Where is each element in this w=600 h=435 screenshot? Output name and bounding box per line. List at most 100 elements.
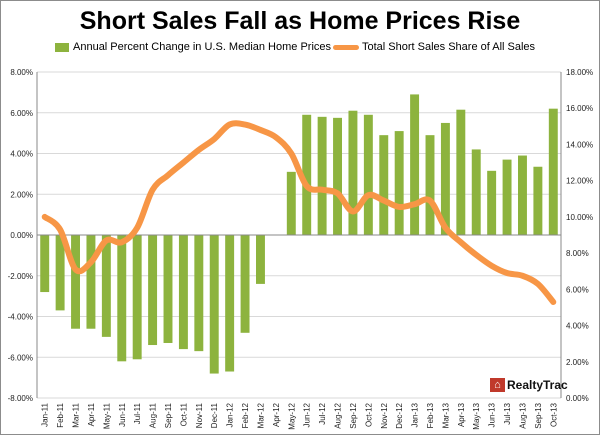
bar xyxy=(487,170,497,235)
bar xyxy=(148,235,158,346)
x-tick-label: May-12 xyxy=(287,402,296,429)
y-right-tick-label: 14.00% xyxy=(566,140,593,149)
x-tick-label: Feb-13 xyxy=(426,402,435,428)
bar xyxy=(379,135,389,235)
y-left-tick-label: 2.00% xyxy=(10,190,33,199)
chart-legend: Annual Percent Change in U.S. Median Hom… xyxy=(1,41,599,57)
x-tick-label: Jul-11 xyxy=(133,402,142,424)
bar xyxy=(209,235,219,374)
x-tick-label: Mar-12 xyxy=(256,402,265,428)
x-tick-label: Apr-11 xyxy=(87,402,96,426)
house-icon: ⌂ xyxy=(490,378,505,392)
y-right-tick-label: 2.00% xyxy=(566,358,589,367)
bar xyxy=(518,155,527,235)
x-tick-label: Nov-11 xyxy=(195,402,204,428)
y-left-tick-label: 6.00% xyxy=(10,109,33,118)
bar xyxy=(178,235,188,350)
x-tick-label: Jun-13 xyxy=(488,402,497,427)
y-right-tick-label: 16.00% xyxy=(566,104,593,113)
y-left-tick-label: 4.00% xyxy=(10,150,33,159)
x-tick-label: Jun-12 xyxy=(303,402,312,427)
bar xyxy=(440,122,450,235)
y-right-tick-label: 4.00% xyxy=(566,322,589,331)
y-left-tick-label: -2.00% xyxy=(8,272,33,281)
x-tick-label: Jul-13 xyxy=(503,402,512,424)
bar xyxy=(317,116,327,235)
x-tick-label: Feb-12 xyxy=(241,402,250,428)
y-left-tick-label: 0.00% xyxy=(10,231,33,240)
bar xyxy=(302,114,312,235)
bar xyxy=(55,235,65,311)
x-tick-label: Oct-12 xyxy=(364,402,373,427)
bar xyxy=(132,235,142,360)
bar xyxy=(40,235,50,293)
x-tick-label: Sep-13 xyxy=(534,402,543,428)
bar xyxy=(101,235,111,337)
x-tick-label: Aug-12 xyxy=(334,402,343,428)
x-tick-label: Mar-11 xyxy=(72,402,81,427)
bar xyxy=(363,114,373,235)
x-tick-label: Aug-11 xyxy=(149,402,158,428)
x-tick-label: Jan-11 xyxy=(41,402,50,426)
chart-title: Short Sales Fall as Home Prices Rise xyxy=(79,7,521,35)
bar xyxy=(163,235,173,343)
y-left-tick-label: -4.00% xyxy=(8,313,33,322)
y-right-tick-label: 12.00% xyxy=(566,177,593,186)
bar xyxy=(502,159,512,235)
x-tick-label: Dec-11 xyxy=(210,402,219,428)
x-tick-label: Jul-12 xyxy=(318,402,327,424)
y-right-tick-label: 6.00% xyxy=(566,285,589,294)
bar xyxy=(548,108,558,235)
bar xyxy=(71,235,80,329)
x-tick-label: Jun-11 xyxy=(118,402,127,426)
bar xyxy=(456,109,466,235)
bar xyxy=(240,235,250,333)
bar xyxy=(286,171,296,235)
x-tick-label: Jan-13 xyxy=(411,402,420,427)
bar xyxy=(425,135,435,235)
short-sales-line xyxy=(41,120,557,306)
y-left-tick-label: 8.00% xyxy=(10,68,33,77)
bar xyxy=(256,235,265,284)
x-tick-label: Nov-12 xyxy=(380,402,389,428)
legend-item-line: Total Short Sales Share of All Sales xyxy=(333,41,535,53)
bar xyxy=(471,149,481,235)
x-tick-label: Jan-12 xyxy=(226,402,235,427)
y-right-tick-label: 10.00% xyxy=(566,213,593,222)
bar xyxy=(533,166,543,235)
bar xyxy=(348,110,358,235)
x-tick-label: Sep-11 xyxy=(164,402,173,428)
bar xyxy=(394,131,404,235)
x-tick-label: Sep-12 xyxy=(349,402,358,428)
bar xyxy=(194,235,204,352)
legend-label-line: Total Short Sales Share of All Sales xyxy=(362,41,536,53)
y-left-tick-label: -8.00% xyxy=(8,394,33,403)
y-right-tick-label: 18.00% xyxy=(566,68,593,77)
x-tick-label: Feb-11 xyxy=(56,402,65,427)
y-left-tick-label: -6.00% xyxy=(8,353,33,362)
x-tick-label: Aug-13 xyxy=(518,402,527,428)
x-tick-label: May-11 xyxy=(102,402,111,429)
x-tick-label: Dec-12 xyxy=(395,402,404,428)
legend-label-bars: Annual Percent Change in U.S. Median Hom… xyxy=(73,41,332,53)
y-right-tick-label: 0.00% xyxy=(566,394,589,403)
x-tick-label: Oct-11 xyxy=(179,402,188,426)
x-tick-label: Apr-13 xyxy=(457,402,466,427)
x-tick-label: May-13 xyxy=(472,402,481,429)
legend-swatch-line xyxy=(333,44,359,50)
legend-swatch-bars xyxy=(55,42,69,52)
x-tick-label: Oct-13 xyxy=(549,402,558,427)
bar xyxy=(117,235,127,362)
bar xyxy=(86,235,96,329)
x-tick-label: Apr-12 xyxy=(272,402,281,427)
bar xyxy=(410,94,420,235)
legend-item-bars: Annual Percent Change in U.S. Median Hom… xyxy=(55,41,331,53)
realtytrac-logo: ⌂ RealtyTrac xyxy=(490,377,568,393)
bar xyxy=(225,235,235,372)
x-tick-label: Mar-13 xyxy=(441,402,450,428)
y-right-tick-label: 8.00% xyxy=(566,249,589,258)
logo-text: RealtyTrac xyxy=(507,378,568,392)
bar xyxy=(333,117,342,235)
